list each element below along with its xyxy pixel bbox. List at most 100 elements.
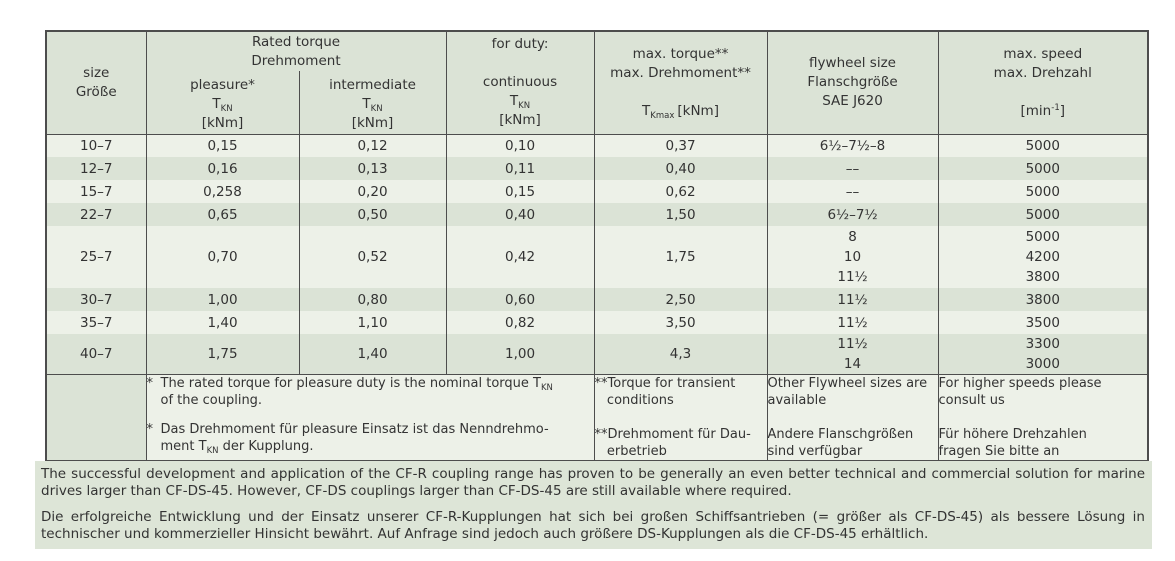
cell-max-torque: 3,50 (593, 311, 768, 334)
cell-size: 12–7 (79, 160, 113, 177)
header-intermediate-unit: [kNm] (351, 114, 394, 131)
table-row: 40–7 1,75 1,40 1,00 4,3 11½ 14 3300 3000 (46, 334, 1149, 375)
cell-pleasure: 1,75 (145, 334, 299, 375)
cell-flywheel: 11½ (766, 288, 939, 311)
cell-intermediate: 1,10 (298, 311, 447, 334)
cell-continuous: 0,11 (445, 157, 595, 180)
cell-size: 30–7 (79, 291, 113, 308)
cell-size: 10–7 (79, 137, 113, 154)
notes-spacer-cell (46, 374, 146, 461)
spec-table: size Größe Rated torque Drehmoment for d… (45, 30, 1150, 462)
table-row: 15–7 0,258 0,20 0,15 0,62 –– 5000 (46, 180, 1149, 203)
header-size-label: size Größe (75, 64, 117, 100)
table-row: 12–7 0,16 0,13 0,11 0,40 –– 5000 (46, 157, 1149, 180)
footnote-marker: * (146, 376, 153, 391)
header-max-speed-label: max. speed max. Drehzahl (993, 45, 1092, 81)
cell-size: 15–7 (79, 183, 113, 200)
cell-flywheel: –– (766, 180, 939, 203)
notes-max-speed: For higher speeds please consult us Für … (937, 374, 1149, 461)
cell-max-torque: 0,62 (593, 180, 768, 203)
header-rated-torque-label: Rated torque Drehmoment (251, 33, 341, 69)
cell-continuous: 0,40 (445, 203, 595, 226)
cell-speed: 5000 (937, 180, 1149, 203)
cell-continuous: 0,10 (445, 134, 595, 157)
footnote-marker: * (146, 422, 153, 437)
cell-size: 40–7 (79, 346, 113, 362)
cell-continuous: 0,82 (445, 311, 595, 334)
cell-intermediate: 0,50 (298, 203, 447, 226)
cell-pleasure: 0,258 (145, 180, 299, 203)
footnotes-row: * The rated torque for pleasure duty is … (46, 374, 1149, 461)
cell-continuous: 0,60 (445, 288, 595, 311)
cell-speed: 3300 3000 (937, 334, 1149, 375)
footnote-en-text: The rated torque for pleasure duty is th… (160, 376, 553, 408)
cell-continuous: 1,00 (445, 334, 595, 375)
footer-paragraph-en: The successful development and applicati… (41, 466, 1145, 499)
cell-flywheel: 8 10 11½ (766, 226, 939, 288)
table-row: 30–7 1,00 0,80 0,60 2,50 11½ 3800 (46, 288, 1149, 311)
table-row: 22–7 0,65 0,50 0,40 1,50 6½–7½ 5000 (46, 203, 1149, 226)
cell-speed: 5000 4200 3800 (937, 226, 1149, 288)
cell-max-torque: 4,3 (593, 334, 768, 375)
footnote-en: * The rated torque for pleasure duty is … (147, 375, 594, 409)
cell-flywheel: 6½–7½ (766, 203, 939, 226)
header-intermediate-label: intermediate (329, 76, 416, 93)
header-intermediate: intermediate TKN [kNm] (298, 71, 447, 135)
table-row: 35–7 1,40 1,10 0,82 3,50 11½ 3500 (46, 311, 1149, 334)
cell-flywheel: 11½ (766, 311, 939, 334)
cell-size: 25–7 (79, 249, 113, 265)
header-max-torque-label: max. torque** max. Drehmoment** (610, 45, 751, 81)
cell-flywheel: 11½ 14 (766, 334, 939, 375)
cell-size: 22–7 (79, 206, 113, 223)
cell-intermediate: 0,52 (298, 226, 447, 288)
cell-pleasure: 1,40 (145, 311, 299, 334)
cell-continuous: 0,15 (445, 180, 595, 203)
footer-paragraph-de: Die erfolgreiche Entwicklung und der Ein… (41, 509, 1145, 542)
header-max-torque: max. torque** max. Drehmoment** TKmax [kN… (593, 31, 768, 135)
header-pleasure-unit: [kNm] (201, 114, 244, 131)
spec-table-container: size Größe Rated torque Drehmoment for d… (45, 30, 1150, 462)
cell-pleasure: 0,16 (145, 157, 299, 180)
notes-max-torque: **Torque for transient conditions **Dreh… (593, 374, 768, 461)
cell-flywheel: –– (766, 157, 939, 180)
header-duty: for duty: continuous TKN [kNm] (445, 31, 595, 135)
table-row: 25–7 0,70 0,52 0,42 1,75 8 10 11½ 5000 4… (46, 226, 1149, 288)
cell-max-torque: 0,37 (593, 134, 768, 157)
cell-pleasure: 0,65 (145, 203, 299, 226)
cell-continuous: 0,42 (445, 226, 595, 288)
cell-size: 35–7 (79, 314, 113, 331)
cell-max-torque: 0,40 (593, 157, 768, 180)
cell-speed: 3500 (937, 311, 1149, 334)
footnote-de: * Das Drehmoment für pleasure Einsatz is… (147, 421, 594, 455)
notes-rated-torque: * The rated torque for pleasure duty is … (145, 374, 595, 461)
notes-flywheel: Other Flywheel sizes are available Ander… (766, 374, 939, 461)
cell-intermediate: 0,12 (298, 134, 447, 157)
cell-intermediate: 0,13 (298, 157, 447, 180)
cell-max-torque: 1,75 (593, 226, 768, 288)
cell-flywheel: 6½–7½–8 (766, 134, 939, 157)
header-pleasure-symbol: TKN (212, 95, 233, 114)
header-max-speed-unit: [min-1] (1020, 102, 1066, 119)
footer-panel: The successful development and applicati… (35, 461, 1152, 549)
table-row: 10–7 0,15 0,12 0,10 0,37 6½–7½–8 5000 (46, 134, 1149, 157)
cell-speed: 5000 (937, 203, 1149, 226)
header-continuous-symbol: TKN (509, 93, 531, 112)
cell-speed: 5000 (937, 134, 1149, 157)
header-pleasure: pleasure* TKN [kNm] (145, 71, 299, 135)
header-max-torque-symbol: TKmax [kNm] (642, 102, 719, 121)
header-flywheel-label: flywheel size Flanschgröße SAE J620 (807, 55, 898, 110)
header-pleasure-label: pleasure* (190, 76, 255, 93)
header-max-speed: max. speed max. Drehzahl [min-1] (937, 31, 1149, 135)
header-flywheel: flywheel size Flanschgröße SAE J620 (766, 31, 939, 135)
header-continuous-unit: [kNm] (499, 112, 541, 129)
header-continuous-label: continuous (482, 74, 558, 91)
header-duty-label: for duty: (491, 36, 549, 53)
cell-speed: 5000 (937, 157, 1149, 180)
header-row: size Größe Rated torque Drehmoment for d… (46, 31, 1149, 135)
header-rated-torque: Rated torque Drehmoment (145, 31, 447, 71)
cell-pleasure: 0,15 (145, 134, 299, 157)
header-intermediate-symbol: TKN (362, 95, 383, 114)
cell-intermediate: 0,80 (298, 288, 447, 311)
footnote-de-text: Das Drehmoment für pleasure Einsatz ist … (160, 422, 549, 456)
cell-intermediate: 1,40 (298, 334, 447, 375)
